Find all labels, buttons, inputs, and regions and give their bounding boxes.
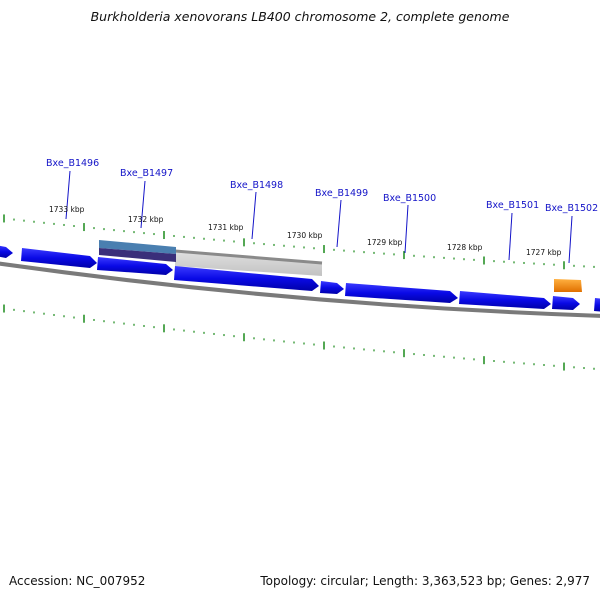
- genome-summary-text: Topology: circular; Length: 3,363,523 bp…: [260, 574, 590, 588]
- gene-arrow-bxe-b1497[interactable]: [97, 257, 173, 275]
- gene-arrow-bxe-b1499[interactable]: [320, 281, 344, 294]
- kbp-label: 1730 kbp: [287, 231, 323, 240]
- kbp-label: 1732 kbp: [128, 215, 164, 224]
- feature-purple: [99, 248, 176, 262]
- map-title: Burkholderia xenovorans LB400 chromosome…: [90, 9, 510, 24]
- gene-label-bxe-b1500[interactable]: Bxe_B1500: [383, 193, 436, 204]
- outer-tick-marks: [3, 214, 595, 270]
- feature-steel-blue: [99, 240, 176, 254]
- gene-arrow-bxe-b1496[interactable]: [21, 248, 97, 268]
- gene-label-bxe-b1498[interactable]: Bxe_B1498: [230, 180, 283, 191]
- gene-arrow-bxe-b1501[interactable]: [459, 291, 551, 309]
- kbp-label: 1727 kbp: [526, 248, 562, 257]
- kbp-label: 1731 kbp: [208, 223, 244, 232]
- grey-feature-top-edge: [174, 249, 323, 265]
- genome-backbone: [0, 261, 600, 318]
- gene-label-bxe-b1501[interactable]: Bxe_B1501: [486, 200, 539, 211]
- grey-feature-overlay: [175, 251, 322, 276]
- inner-tick-marks: [3, 304, 595, 371]
- accession-text: Accession: NC_007952: [9, 574, 146, 588]
- gene-arrow-bxe-b1498[interactable]: [174, 266, 319, 291]
- kbp-label: 1733 kbp: [49, 205, 85, 214]
- gene-callouts: [65, 170, 573, 264]
- gene-arrow-bxe-b1500[interactable]: [345, 283, 458, 303]
- gene-arrow[interactable]: [594, 298, 600, 312]
- kbp-label: 1728 kbp: [447, 243, 483, 252]
- kbp-label: 1729 kbp: [367, 238, 403, 247]
- gene-label-bxe-b1499[interactable]: Bxe_B1499: [315, 188, 368, 199]
- gene-arrow[interactable]: [552, 296, 580, 310]
- gene-arrow-bxe-b1502[interactable]: [554, 279, 582, 292]
- gene-label-bxe-b1502[interactable]: Bxe_B1502: [545, 203, 598, 214]
- gene-label-bxe-b1497[interactable]: Bxe_B1497: [120, 168, 173, 179]
- gene-arrow[interactable]: [0, 245, 13, 258]
- gene-label-bxe-b1496[interactable]: Bxe_B1496: [46, 158, 99, 169]
